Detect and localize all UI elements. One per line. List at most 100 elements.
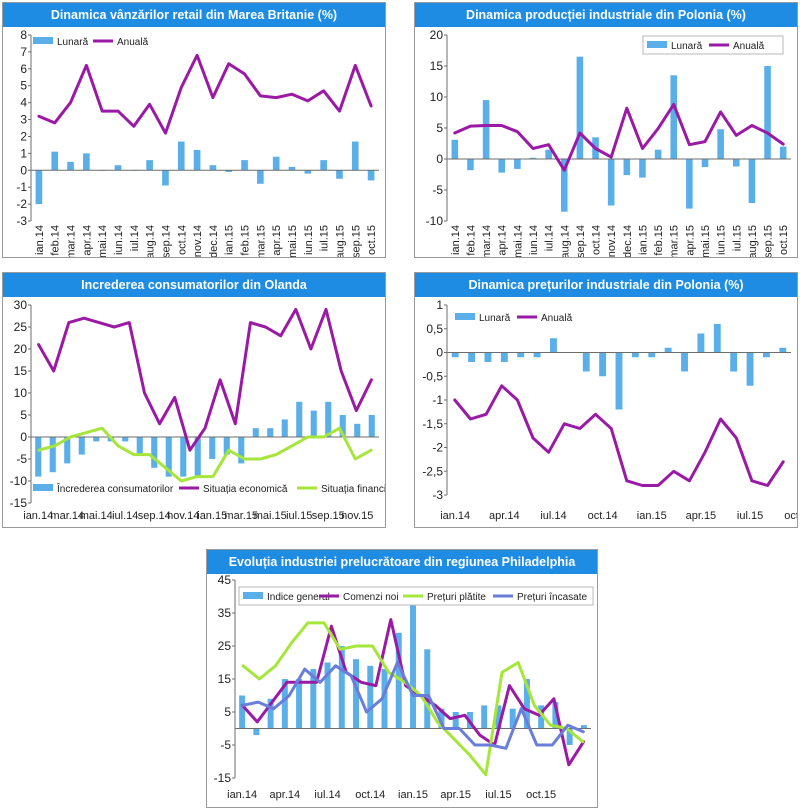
chart-panel-phl: Evoluția industriei prelucrătoare din re… — [206, 549, 598, 808]
x-tick-label: nov.14 — [606, 225, 618, 257]
legend-label: Lunară — [671, 41, 703, 52]
y-tick-label: -10 — [10, 474, 28, 488]
bar — [146, 160, 153, 171]
bar — [762, 352, 770, 358]
x-tick-label: iun.15 — [716, 225, 728, 255]
x-tick-label: ian.14 — [440, 510, 470, 522]
y-tick-label: 0 — [436, 152, 443, 166]
bar — [717, 129, 724, 159]
x-tick-label: apr.15 — [684, 225, 696, 256]
y-tick-label: 6 — [20, 62, 27, 76]
legend-label: Lunară — [57, 37, 89, 48]
x-tick-label: mai.14 — [97, 225, 109, 257]
bar — [272, 156, 280, 171]
bar — [165, 437, 172, 477]
x-tick-label: mai.14 — [80, 510, 113, 522]
series-line — [453, 102, 785, 172]
y-tick-label: -5 — [220, 738, 231, 752]
x-tick-label: iul.14 — [540, 510, 566, 522]
bar — [395, 632, 402, 729]
x-tick-label: mar.15 — [224, 510, 258, 522]
x-tick-label: dec.14 — [622, 225, 634, 257]
y-tick-label: 2 — [20, 129, 27, 143]
bar — [225, 170, 233, 172]
x-tick-label: mar.14 — [481, 225, 493, 257]
legend-label: Comenzi noi — [343, 592, 399, 603]
bar — [35, 437, 42, 477]
y-tick-label: -5 — [432, 183, 443, 197]
x-tick-label: mar.15 — [669, 225, 681, 257]
x-tick-label: oct.14 — [355, 789, 385, 801]
bar — [631, 352, 639, 358]
bar — [78, 437, 85, 455]
bar — [523, 679, 530, 729]
x-tick-label: iul.15 — [485, 789, 511, 801]
y-tick-label: 10 — [430, 90, 444, 104]
bar — [310, 669, 317, 729]
bar — [538, 705, 545, 729]
bar — [238, 437, 245, 464]
bar — [304, 170, 312, 174]
bar — [136, 437, 143, 455]
bar — [467, 159, 474, 171]
x-tick-label: feb.14 — [465, 225, 477, 256]
x-tick-label: dec.14 — [208, 225, 220, 257]
bar — [51, 151, 59, 171]
y-tick-label: 5 — [224, 705, 231, 719]
series-line — [241, 661, 585, 750]
y-tick-label: -10 — [426, 214, 444, 228]
x-tick-label: nov.15 — [341, 510, 373, 522]
bar — [324, 662, 331, 729]
bar — [257, 170, 264, 184]
y-tick-label: -1,5 — [422, 417, 443, 431]
legend: Lunară Anuală — [33, 37, 149, 48]
bar — [764, 66, 771, 159]
bar — [114, 165, 122, 171]
x-tick-label: apr.15 — [271, 225, 283, 256]
bar — [664, 347, 672, 353]
bar — [252, 428, 259, 437]
x-tick-label: oct.14 — [591, 225, 603, 255]
x-tick-label: ian.14 — [34, 225, 46, 255]
x-tick-label: iul.14 — [112, 510, 138, 522]
legend-swatch — [243, 592, 263, 599]
bar — [353, 659, 360, 729]
bar — [267, 698, 274, 729]
bar — [194, 437, 201, 477]
bar — [452, 712, 459, 729]
y-tick-label: 0 — [436, 346, 443, 360]
bar — [64, 437, 71, 464]
legend-swatch — [33, 37, 53, 44]
y-tick-label: 10 — [14, 386, 28, 400]
y-tick-label: 20 — [14, 342, 28, 356]
legend-label: Prețuri plătite — [427, 592, 486, 603]
x-tick-label: iul.15 — [319, 225, 331, 251]
y-tick-label: 15 — [430, 59, 444, 73]
bar — [209, 165, 217, 171]
x-tick-label: sep.14 — [160, 225, 172, 257]
y-tick-label: 0 — [20, 430, 27, 444]
bar — [209, 437, 216, 459]
y-tick-label: 5 — [436, 121, 443, 135]
x-tick-label: apr.15 — [686, 510, 717, 522]
y-tick-label: 5 — [20, 408, 27, 422]
x-tick-label: ian.14 — [450, 225, 462, 255]
series-line — [241, 621, 585, 777]
legend-swatch — [647, 41, 667, 48]
x-tick-label: iul.14 — [314, 789, 340, 801]
legend: Încrederea consumatorilor Situația econom… — [33, 482, 385, 495]
bar — [576, 56, 584, 160]
bar — [367, 170, 375, 181]
y-tick-label: -1 — [432, 393, 443, 407]
y-tick-label: 15 — [14, 364, 28, 378]
x-tick-label: iul.15 — [286, 510, 312, 522]
x-tick-label: apr.14 — [81, 225, 93, 256]
bar — [367, 665, 374, 729]
plot-area: -15 -5 5 15 25 35 45 ian.14 apr.14 iul.14 oct.14 ia… — [214, 573, 591, 801]
legend-swatch — [455, 313, 475, 320]
series-line — [453, 384, 785, 487]
legend-label: Lunară — [479, 313, 511, 324]
